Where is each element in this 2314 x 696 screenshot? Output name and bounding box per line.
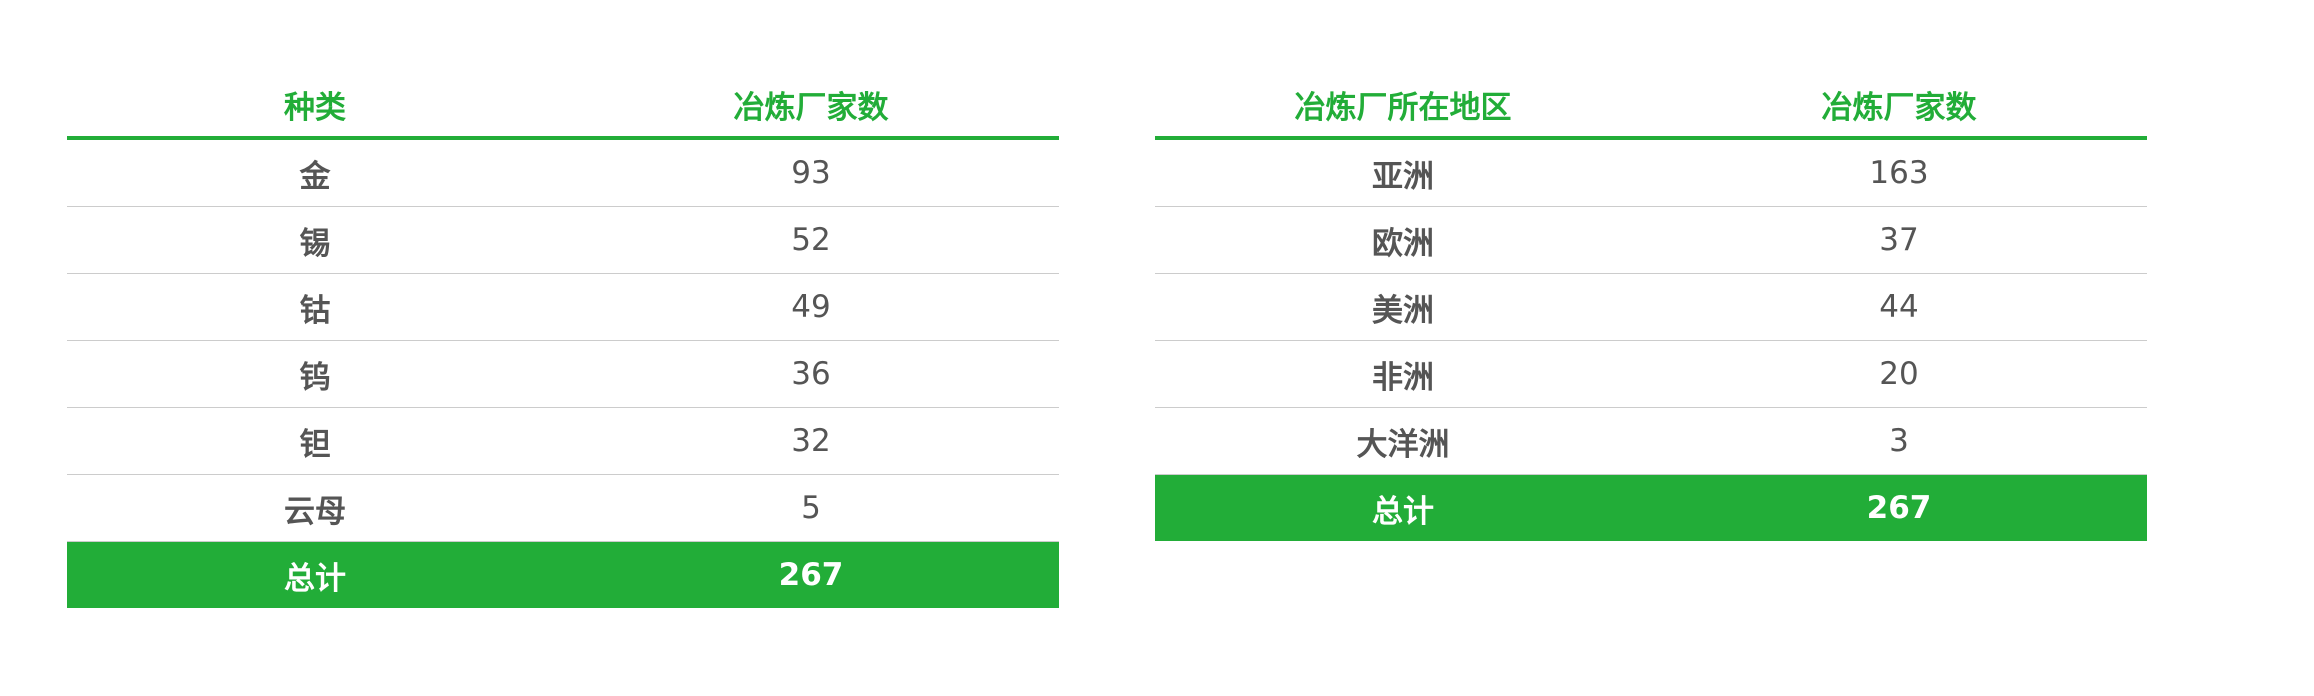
table-row: 钽 32 (67, 407, 1059, 475)
row-count: 52 (563, 206, 1059, 274)
row-count: 163 (1651, 138, 2147, 207)
column-header-type: 种类 (67, 72, 563, 140)
column-header-count: 冶炼厂家数 (1651, 72, 2147, 140)
column-header-count: 冶炼厂家数 (563, 72, 1059, 140)
row-name: 钨 (67, 340, 563, 408)
table-row: 大洋洲 3 (1155, 407, 2147, 475)
row-name: 欧洲 (1155, 206, 1651, 274)
header-row: 冶炼厂所在地区 冶炼厂家数 (1155, 72, 2147, 140)
row-count: 20 (1651, 340, 2147, 408)
table-row: 钴 49 (67, 273, 1059, 341)
total-label: 总计 (67, 541, 563, 608)
row-name: 云母 (67, 474, 563, 542)
row-name: 锡 (67, 206, 563, 274)
row-count: 49 (563, 273, 1059, 341)
row-count: 32 (563, 407, 1059, 475)
table-row: 非洲 20 (1155, 340, 2147, 408)
total-count: 267 (1651, 474, 2147, 541)
row-name: 钽 (67, 407, 563, 475)
total-row: 总计 267 (67, 541, 1059, 608)
row-count: 93 (563, 138, 1059, 207)
row-name: 金 (67, 138, 563, 207)
row-name: 大洋洲 (1155, 407, 1651, 475)
table-row: 欧洲 37 (1155, 206, 2147, 274)
column-header-region: 冶炼厂所在地区 (1155, 72, 1651, 140)
table-row: 锡 52 (67, 206, 1059, 274)
row-count: 36 (563, 340, 1059, 408)
smelter-by-region-table: 冶炼厂所在地区 冶炼厂家数 亚洲 163 欧洲 37 美洲 44 非洲 20 大洋洲 3 … (1155, 72, 2147, 541)
row-name: 非洲 (1155, 340, 1651, 408)
row-name: 美洲 (1155, 273, 1651, 341)
total-row: 总计 267 (1155, 474, 2147, 541)
row-count: 3 (1651, 407, 2147, 475)
row-count: 37 (1651, 206, 2147, 274)
table-row: 云母 5 (67, 474, 1059, 542)
total-count: 267 (563, 541, 1059, 608)
smelter-by-type-table: 种类 冶炼厂家数 金 93 锡 52 钴 49 钨 36 钽 32 云母 5 总计 267 (67, 72, 1059, 608)
row-count: 44 (1651, 273, 2147, 341)
table-row: 美洲 44 (1155, 273, 2147, 341)
row-count: 5 (563, 474, 1059, 542)
row-name: 亚洲 (1155, 138, 1651, 207)
table-row: 亚洲 163 (1155, 138, 2147, 207)
header-row: 种类 冶炼厂家数 (67, 72, 1059, 140)
row-name: 钴 (67, 273, 563, 341)
table-row: 钨 36 (67, 340, 1059, 408)
total-label: 总计 (1155, 474, 1651, 541)
table-row: 金 93 (67, 138, 1059, 207)
